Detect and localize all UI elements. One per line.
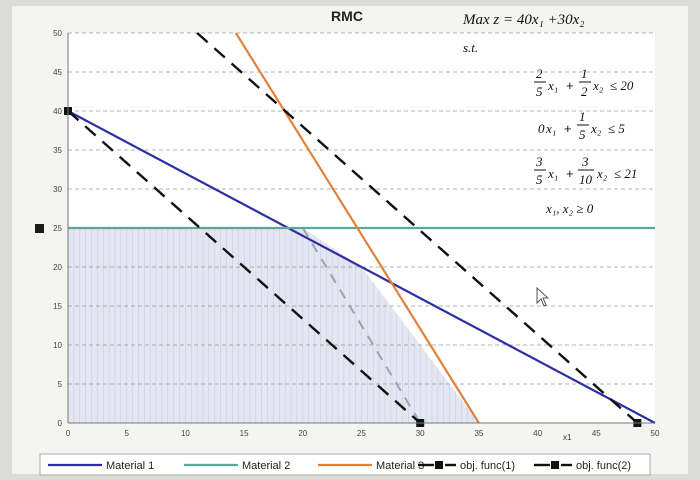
y-tick-label: 0	[58, 419, 63, 428]
x-tick-label: 25	[357, 429, 366, 438]
y-tick-labels: 0 5 10 15 20 25 30 35 40 45 50	[53, 29, 62, 428]
constraint-3-coef-b-den: 10	[579, 172, 593, 187]
chart-title: RMC	[331, 8, 363, 24]
constraint-2-coef-b-num: 1	[579, 109, 586, 124]
legend-label: Material 2	[242, 460, 290, 472]
x-tick-label: 0	[66, 429, 71, 438]
constraint-3-coef-a-num: 3	[535, 154, 543, 169]
y-tick-label: 45	[53, 68, 62, 77]
constraint-3-coef-b-num: 3	[581, 154, 589, 169]
x-tick-label: 40	[533, 429, 542, 438]
legend-label: Material 1	[106, 460, 154, 472]
y-tick-label: 15	[53, 302, 62, 311]
x-tick-label: 5	[124, 429, 129, 438]
x-tick-labels: 0 5 10 15 20 25 30 35 40 45 50	[66, 429, 660, 438]
x-tick-label: 50	[651, 429, 660, 438]
subject-to-label: s.t.	[463, 40, 478, 55]
series-layer	[67, 32, 656, 424]
constraint-2: 0 x₁ + 1 5 x₂ ≤ 5	[538, 109, 625, 142]
legend-label: obj. func(1)	[460, 460, 515, 472]
constraint-3-var-x1: x₁	[547, 166, 558, 181]
constraint-1-var-x2: x₂	[592, 78, 604, 93]
y-tick-label: 5	[58, 380, 63, 389]
lp-formulation: Max z = 40x₁ +30x₂ s.t. 2 5 x₁ + 1 2 x₂ …	[462, 12, 637, 216]
x-tick-label: 45	[592, 429, 601, 438]
y-tick-label: 25	[53, 224, 62, 233]
constraint-2-rhs: ≤ 5	[608, 121, 625, 136]
y-tick-label: 40	[53, 107, 62, 116]
x-tick-label: 35	[474, 429, 483, 438]
constraint-1: 2 5 x₁ + 1 2 x₂ ≤ 20	[534, 66, 634, 99]
series-line-4	[67, 110, 421, 424]
constraint-1-plus: +	[566, 78, 574, 93]
series-line-3	[234, 32, 480, 424]
constraint-1-coef-b-num: 1	[581, 66, 588, 81]
constraint-2-plus: +	[564, 121, 572, 136]
non-negativity-constraint: x₁, x₂ ≥ 0	[545, 201, 594, 216]
series-line-5	[196, 32, 639, 424]
y-tick-label: 10	[53, 341, 62, 350]
constraint-2-var-x2: x₂	[590, 121, 602, 136]
x-axis-label: x1	[563, 433, 572, 442]
x-tick-label: 15	[240, 429, 249, 438]
y-tick-label: 20	[53, 263, 62, 272]
constraint-1-var-x1: x₁	[547, 78, 558, 93]
constraint-3-var-x2: x₂	[596, 166, 608, 181]
constraint-3-plus: +	[566, 166, 574, 181]
legend-swatch-marker	[435, 461, 443, 469]
legend-swatch-marker	[551, 461, 559, 469]
series-marker-box	[35, 224, 44, 233]
y-tick-label: 35	[53, 146, 62, 155]
constraint-2-coef-b-den: 5	[579, 127, 586, 142]
constraint-1-rhs: ≤ 20	[610, 78, 634, 93]
y-tick-label: 50	[53, 29, 62, 38]
legend-label: obj. func(2)	[576, 460, 631, 472]
x-tick-label: 30	[416, 429, 425, 438]
constraint-3-coef-a-den: 5	[536, 172, 543, 187]
constraint-2-var-x1: x₁	[545, 121, 556, 136]
constraint-1-coef-a-den: 5	[536, 84, 543, 99]
series-line-1	[67, 110, 656, 424]
legend-label: Material 3	[376, 460, 424, 472]
x-tick-label: 10	[181, 429, 190, 438]
plot-area	[64, 32, 656, 427]
constraint-1-coef-a-num: 2	[536, 66, 543, 81]
objective-function: Max z = 40x₁ +30x₂	[462, 12, 584, 28]
legend: Material 1 Material 2 Material 3 obj. func(…	[39, 453, 651, 476]
constraint-1-coef-b-den: 2	[581, 84, 588, 99]
constraint-2-coef-a: 0	[538, 121, 545, 136]
constraint-3-rhs: ≤ 21	[614, 166, 637, 181]
y-tick-label: 30	[53, 185, 62, 194]
obj-func-light-dashed-line	[301, 227, 422, 424]
mouse-cursor-icon	[536, 286, 550, 307]
x-tick-label: 20	[298, 429, 307, 438]
constraint-3: 3 5 x₁ + 3 10 x₂ ≤ 21	[534, 154, 637, 187]
